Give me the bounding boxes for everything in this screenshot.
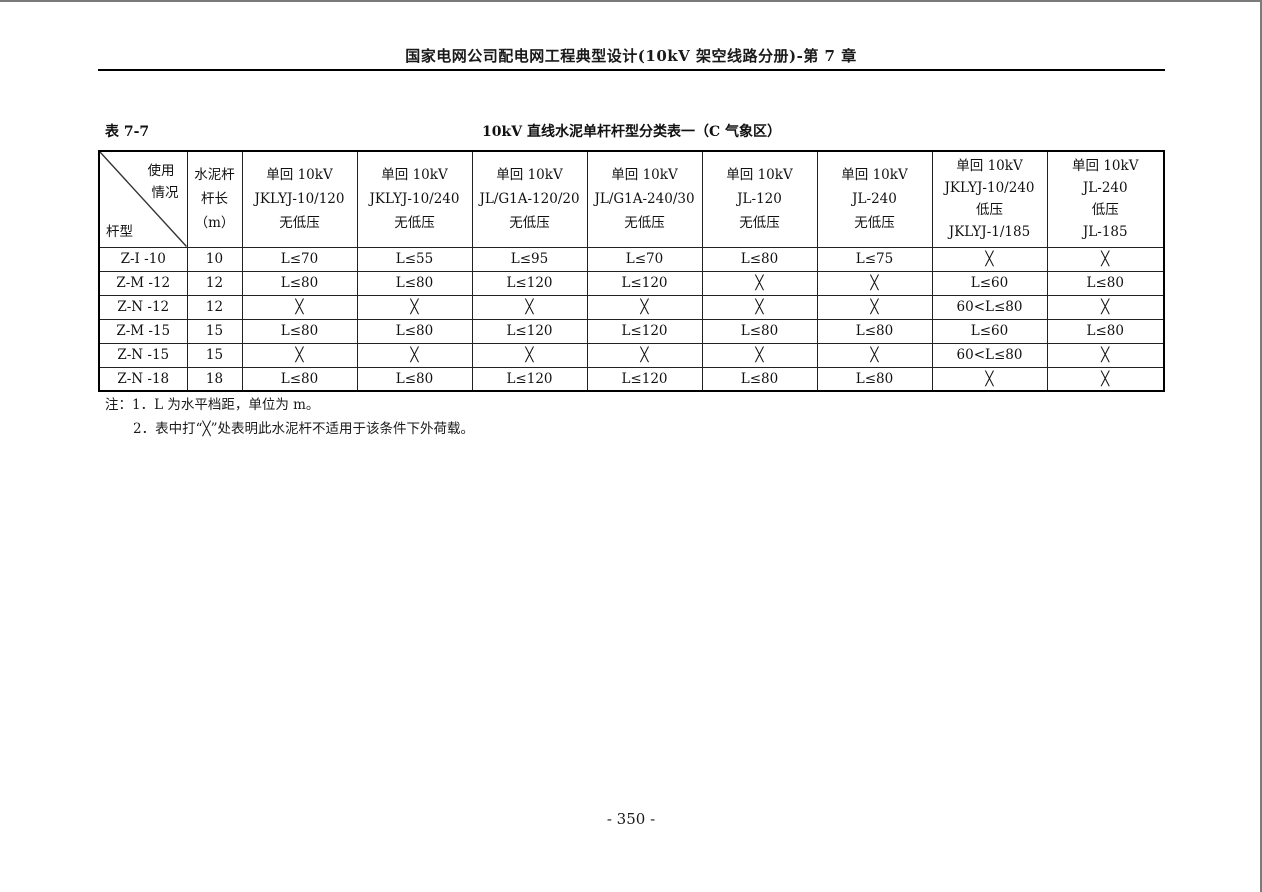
corner-cell: 使用 情况 杆型 xyxy=(98,150,188,248)
document-header: 国家电网公司配电网工程典型设计(10kV 架空线路分册)-第 7 章 xyxy=(405,47,857,65)
pole-classification-table: 使用 情况 杆型 水泥杆 杆长 （m） 单回 10kV JKLYJ-10/120… xyxy=(98,150,1165,392)
value-cell: L≤80 xyxy=(816,318,933,344)
value-cell: ╳ xyxy=(1046,246,1165,272)
pole-type-cell: Z-M -15 xyxy=(98,318,188,344)
length-cell: 15 xyxy=(186,318,243,344)
column-header: 单回 10kV JL-120 无低压 xyxy=(701,150,818,248)
corner-label-pole-type: 杆型 xyxy=(106,223,133,240)
value-cell: L≤80 xyxy=(701,366,818,392)
value-cell: L≤70 xyxy=(586,246,703,272)
value-cell: ╳ xyxy=(701,270,818,296)
value-cell: ╳ xyxy=(356,342,473,368)
value-cell: ╳ xyxy=(241,294,358,320)
page-number: - 350 - xyxy=(606,810,656,828)
table-label: 表 7-7 xyxy=(105,124,150,140)
value-cell: L≤80 xyxy=(1046,318,1165,344)
value-cell: ╳ xyxy=(931,366,1048,392)
value-cell: ╳ xyxy=(586,342,703,368)
column-header: 单回 10kV JKLYJ-10/240 低压 JKLYJ-1/185 xyxy=(931,150,1048,248)
length-cell: 12 xyxy=(186,270,243,296)
column-header: 单回 10kV JL-240 无低压 xyxy=(816,150,933,248)
value-cell: 60<L≤80 xyxy=(931,342,1048,368)
value-cell: L≤120 xyxy=(471,270,588,296)
value-cell: ╳ xyxy=(1046,366,1165,392)
value-cell: ╳ xyxy=(701,342,818,368)
header-rule xyxy=(98,69,1165,71)
column-header: 单回 10kV JL-240 低压 JL-185 xyxy=(1046,150,1165,248)
column-header: 单回 10kV JKLYJ-10/240 无低压 xyxy=(356,150,473,248)
table-row: Z-N -18 18 L≤80 L≤80 L≤120 L≤120 L≤80 L≤… xyxy=(98,366,1165,392)
value-cell: L≤75 xyxy=(816,246,933,272)
value-cell: L≤80 xyxy=(816,366,933,392)
table-title: 10kV 直线水泥单杆杆型分类表一（C 气象区） xyxy=(482,124,781,140)
value-cell: ╳ xyxy=(816,270,933,296)
value-cell: L≤80 xyxy=(356,318,473,344)
length-cell: 15 xyxy=(186,342,243,368)
note-line: 注：1．L 为水平档距，单位为 m。 xyxy=(105,397,320,413)
table-row: Z-M -12 12 L≤80 L≤80 L≤120 L≤120 ╳ ╳ L≤6… xyxy=(98,270,1165,296)
length-cell: 12 xyxy=(186,294,243,320)
table-notes: 注：1．L 为水平档距，单位为 m。 2．表中打“╳”处表明此水泥杆不适用于该条… xyxy=(105,397,474,445)
pole-type-cell: Z-M -12 xyxy=(98,270,188,296)
page-border-right xyxy=(1260,0,1262,892)
value-cell: L≤70 xyxy=(241,246,358,272)
value-cell: L≤80 xyxy=(356,366,473,392)
table-caption-row: 10kV 直线水泥单杆杆型分类表一（C 气象区） 表 7-7 xyxy=(98,121,1165,140)
value-cell: 60<L≤80 xyxy=(931,294,1048,320)
value-cell: L≤80 xyxy=(1046,270,1165,296)
note-line: 2．表中打“╳”处表明此水泥杆不适用于该条件下外荷载。 xyxy=(133,421,475,437)
value-cell: ╳ xyxy=(356,294,473,320)
table-row: Z-N -15 15 ╳ ╳ ╳ ╳ ╳ ╳ 60<L≤80 ╳ xyxy=(98,342,1165,368)
length-cell: 18 xyxy=(186,366,243,392)
pole-type-cell: Z-N -15 xyxy=(98,342,188,368)
column-header: 单回 10kV JL/G1A-240/30 无低压 xyxy=(586,150,703,248)
value-cell: L≤120 xyxy=(586,270,703,296)
value-cell: ╳ xyxy=(701,294,818,320)
value-cell: L≤60 xyxy=(931,270,1048,296)
value-cell: L≤80 xyxy=(241,318,358,344)
pole-type-cell: Z-I -10 xyxy=(98,246,188,272)
table-row: Z-M -15 15 L≤80 L≤80 L≤120 L≤120 L≤80 L≤… xyxy=(98,318,1165,344)
value-cell: ╳ xyxy=(586,294,703,320)
value-cell: ╳ xyxy=(241,342,358,368)
diagonal-divider-line xyxy=(100,152,186,246)
corner-label-usage: 使用 xyxy=(147,163,175,179)
value-cell: L≤80 xyxy=(701,318,818,344)
value-cell: L≤120 xyxy=(471,318,588,344)
value-cell: L≤120 xyxy=(586,318,703,344)
value-cell: L≤120 xyxy=(586,366,703,392)
table-row: Z-I -10 10 L≤70 L≤55 L≤95 L≤70 L≤80 L≤75… xyxy=(98,246,1165,272)
value-cell: ╳ xyxy=(931,246,1048,272)
value-cell: ╳ xyxy=(1046,294,1165,320)
value-cell: ╳ xyxy=(816,342,933,368)
value-cell: L≤60 xyxy=(931,318,1048,344)
value-cell: L≤95 xyxy=(471,246,588,272)
value-cell: ╳ xyxy=(816,294,933,320)
value-cell: L≤80 xyxy=(241,366,358,392)
value-cell: ╳ xyxy=(1046,342,1165,368)
value-cell: ╳ xyxy=(471,342,588,368)
column-header-pole-length: 水泥杆 杆长 （m） xyxy=(186,150,243,248)
column-header: 单回 10kV JKLYJ-10/120 无低压 xyxy=(241,150,358,248)
value-cell: L≤55 xyxy=(356,246,473,272)
page-border-top xyxy=(0,0,1262,2)
table-header-row: 使用 情况 杆型 水泥杆 杆长 （m） 单回 10kV JKLYJ-10/120… xyxy=(98,150,1165,248)
value-cell: ╳ xyxy=(471,294,588,320)
table-row: Z-N -12 12 ╳ ╳ ╳ ╳ ╳ ╳ 60<L≤80 ╳ xyxy=(98,294,1165,320)
corner-label-usage2: 情况 xyxy=(151,185,179,201)
column-header: 单回 10kV JL/G1A-120/20 无低压 xyxy=(471,150,588,248)
length-cell: 10 xyxy=(186,246,243,272)
value-cell: L≤80 xyxy=(701,246,818,272)
pole-type-cell: Z-N -18 xyxy=(98,366,188,392)
value-cell: L≤80 xyxy=(241,270,358,296)
pole-type-cell: Z-N -12 xyxy=(98,294,188,320)
value-cell: L≤80 xyxy=(356,270,473,296)
value-cell: L≤120 xyxy=(471,366,588,392)
